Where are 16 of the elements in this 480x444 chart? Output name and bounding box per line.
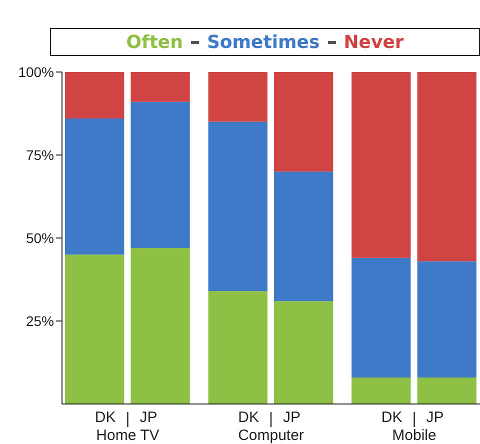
- x-tick-label: DK: [238, 409, 259, 426]
- series-label: Never: [344, 32, 404, 52]
- text: Computer: [238, 427, 304, 444]
- y-tick-label: 25%: [26, 312, 54, 329]
- text: Home TV: [96, 427, 160, 444]
- text: Often: [126, 32, 183, 52]
- y-tick-label: 50%: [26, 230, 54, 246]
- x-tick-label: DK: [381, 409, 402, 426]
- y-tick-label: 100%: [18, 64, 54, 80]
- x-tick-label: JP: [426, 409, 444, 426]
- text: Sometimes: [206, 32, 320, 52]
- x-tick-label: DK: [94, 409, 116, 426]
- x-tick-label: JP: [283, 409, 301, 426]
- x-tick-label: JP: [140, 409, 158, 426]
- text: Mobile: [392, 427, 436, 444]
- y-tick-label: 75%: [26, 146, 54, 163]
